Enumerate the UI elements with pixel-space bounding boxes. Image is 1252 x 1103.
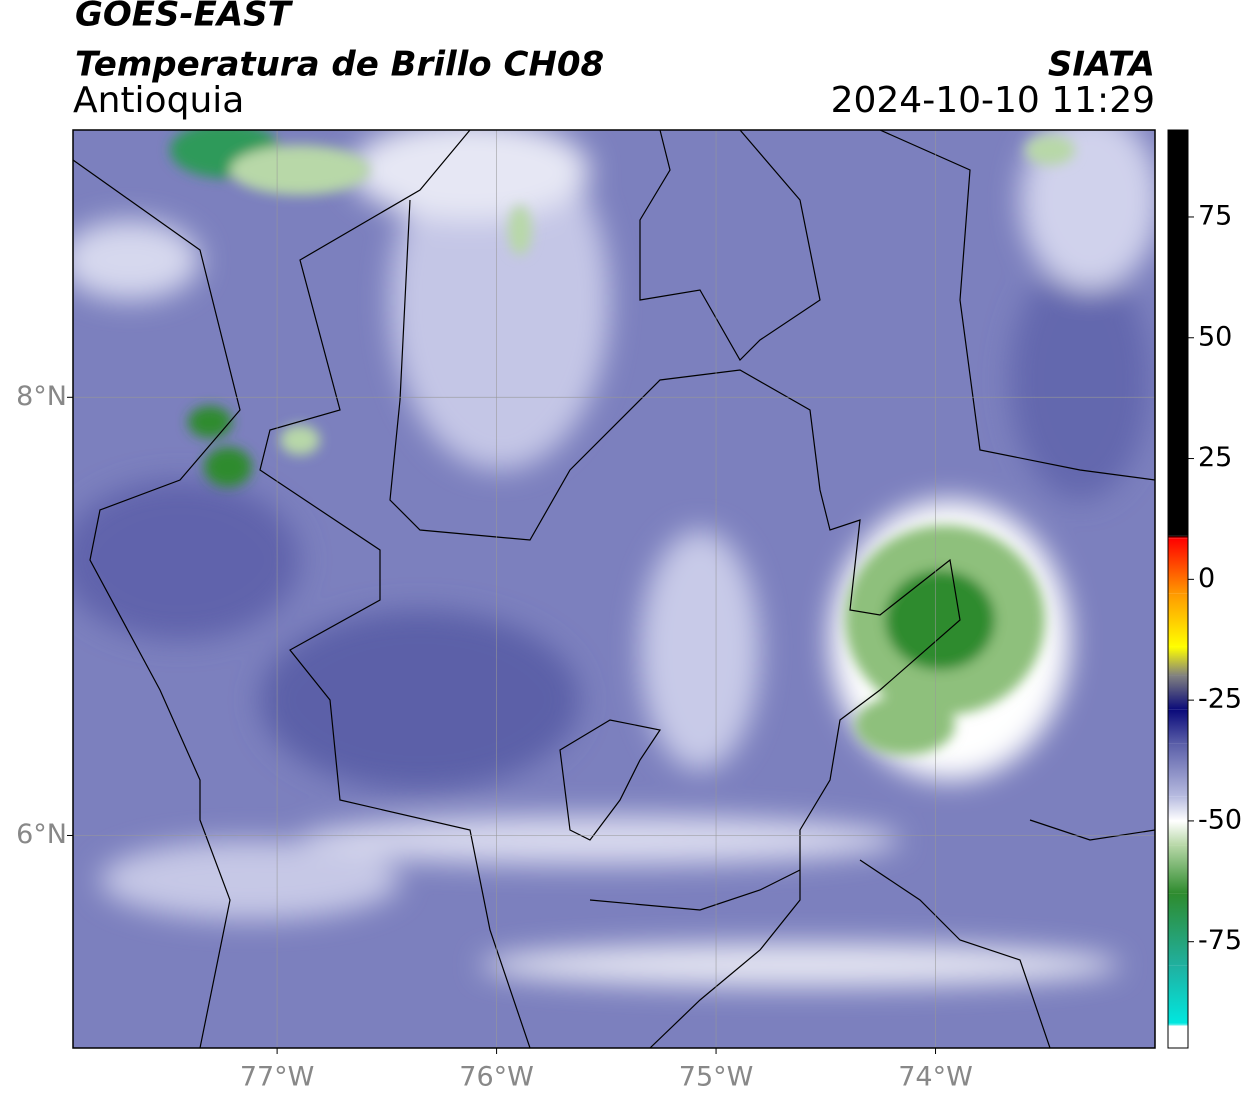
colorbar-segment <box>1168 709 1188 744</box>
colorbar-segment <box>1168 965 1188 1024</box>
colorbar-tick-label: -75 <box>1198 925 1242 956</box>
y-tick-label: 6°N <box>16 819 67 850</box>
colorbar-segment <box>1168 1023 1188 1027</box>
x-tick-label: 77°W <box>240 1062 315 1093</box>
colorbar-segment <box>1168 796 1188 821</box>
x-tick-label: 74°W <box>898 1062 973 1093</box>
colorbar-tick-label: 0 <box>1198 563 1215 594</box>
colorbar-tick-label: -25 <box>1198 684 1242 715</box>
region: Antioquia <box>73 80 244 121</box>
timestamp: 2024-10-10 11:29 <box>831 80 1155 121</box>
colorbar-tick-label: 75 <box>1198 200 1232 231</box>
colorbar-tick-label: -50 <box>1198 804 1242 835</box>
colorbar: 75 50 25 0 -25 -50 -75 <box>1167 129 1242 1049</box>
satellite-image <box>73 130 1155 1048</box>
colorbar-segment <box>1168 845 1188 894</box>
x-tick-label: 76°W <box>459 1062 534 1093</box>
colorbar-segment <box>1168 893 1188 966</box>
colorbar-frame <box>1167 129 1189 1049</box>
colorbar-tick-label: 50 <box>1198 321 1232 352</box>
map-frame <box>72 129 1156 1049</box>
colorbar-segment <box>1168 646 1188 676</box>
colorbar-segment <box>1168 675 1188 710</box>
colorbar-segment <box>1168 593 1188 647</box>
colorbar-tick-label: 25 <box>1198 442 1232 473</box>
x-tick-label: 75°W <box>679 1062 754 1093</box>
colorbar-segment <box>1168 820 1188 846</box>
title: GOES-EAST <box>75 0 294 35</box>
y-tick-label: 8°N <box>16 381 67 412</box>
colorbar-segment <box>1168 743 1188 797</box>
colorbar-segment <box>1168 535 1188 539</box>
graticule <box>67 130 1155 1054</box>
colorbar-segment <box>1168 538 1188 594</box>
subtitle: Temperatura de Brillo CH08 <box>75 45 604 85</box>
colorbar-segment <box>1168 1026 1188 1048</box>
colorbar-segment <box>1168 130 1188 536</box>
source: SIATA <box>1048 45 1155 85</box>
